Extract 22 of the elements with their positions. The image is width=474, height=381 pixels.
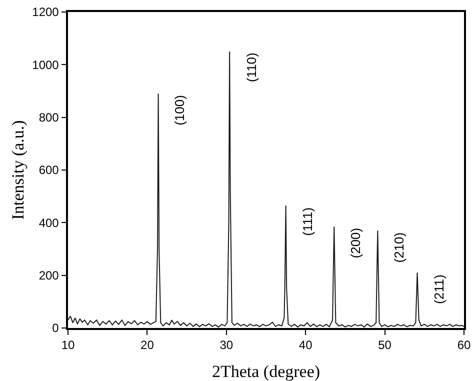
y-tick-label: 600 xyxy=(38,163,60,178)
y-tick-label: 1200 xyxy=(32,5,60,20)
x-tick-label: 10 xyxy=(61,338,75,352)
x-tick-label: 50 xyxy=(378,338,392,352)
x-tick-label: 30 xyxy=(220,338,234,352)
annotation: (211) xyxy=(432,274,447,304)
line-series xyxy=(68,51,464,328)
y-tick-label: 200 xyxy=(38,268,60,283)
x-tick-label: 20 xyxy=(140,338,154,352)
y-tick-label: 0 xyxy=(52,321,60,336)
y-axis-title: Intensity (a.u.) xyxy=(8,120,28,220)
annotation: (100) xyxy=(172,95,188,126)
annotation: (200) xyxy=(348,228,363,258)
y-tick-label: 1000 xyxy=(32,58,60,72)
annotation: (111) xyxy=(300,207,315,236)
x-tick-label: 40 xyxy=(298,338,313,352)
annotation: (210) xyxy=(392,232,407,263)
annotation: (110) xyxy=(244,52,260,82)
y-tick-label: 400 xyxy=(38,216,60,230)
x-tick-label: 60 xyxy=(457,338,471,352)
y-tick-label: 800 xyxy=(38,110,60,125)
x-axis-title: 2Theta (degree) xyxy=(212,362,320,381)
